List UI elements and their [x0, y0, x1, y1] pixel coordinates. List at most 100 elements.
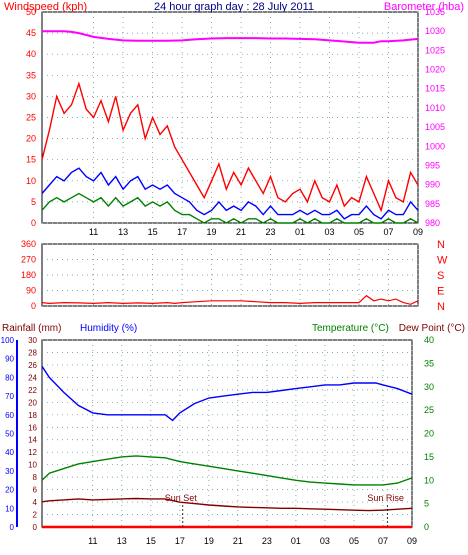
- series-line-humidity: [41, 365, 413, 422]
- compass-label: N: [437, 239, 445, 251]
- left-tick-label: 0: [31, 301, 36, 311]
- right-tick-label: 1005: [425, 122, 445, 132]
- compass-label: S: [437, 270, 444, 282]
- left-tick-label: 5: [31, 197, 36, 207]
- humidity-tick-label: 70: [5, 392, 14, 401]
- series-line-barometer: [42, 30, 419, 44]
- x-tick-label: 05: [354, 227, 364, 237]
- x-tick-label: 23: [262, 536, 272, 546]
- humidity-tick-label: 60: [5, 411, 14, 420]
- temp-tick-label: 35: [424, 358, 434, 368]
- rain-tick-label: 26: [28, 361, 37, 370]
- right-axis-label: Barometer (hba): [384, 1, 464, 13]
- right-tick-label: 1035: [425, 7, 445, 17]
- sun-set-label: Sun Set: [165, 493, 198, 503]
- right-tick-label: 1015: [425, 84, 445, 94]
- series-line-wind-direction: [41, 294, 419, 305]
- right-tick-label: 1020: [425, 65, 445, 75]
- left-tick-label: 25: [26, 113, 36, 123]
- dewpoint-axis-label: Dew Point (°C): [399, 323, 465, 334]
- humidity-tick-label: 40: [5, 448, 14, 457]
- left-tick-label: 90: [26, 286, 36, 296]
- x-tick-label: 01: [291, 536, 301, 546]
- rain-tick-label: 8: [33, 473, 38, 482]
- left-tick-label: 360: [21, 239, 36, 249]
- left-tick-label: 45: [26, 28, 36, 38]
- right-tick-label: 1025: [425, 45, 445, 55]
- x-tick-label: 11: [88, 536, 97, 546]
- x-tick-label: 11: [89, 227, 98, 237]
- compass-label: N: [437, 301, 445, 313]
- chart-title: 24 hour graph day : 28 July 2011: [154, 1, 314, 13]
- x-tick-label: 13: [117, 536, 127, 546]
- x-tick-label: 15: [148, 227, 158, 237]
- right-tick-label: 980: [425, 218, 440, 228]
- left-tick-label: 270: [21, 255, 36, 265]
- right-tick-label: 990: [425, 180, 440, 190]
- plot-frame: [41, 243, 419, 307]
- rain-tick-label: 6: [33, 486, 38, 495]
- x-tick-label: 21: [233, 536, 243, 546]
- humidity-tick-label: 80: [5, 373, 14, 382]
- left-tick-label: 30: [26, 91, 36, 101]
- rain-tick-label: 16: [28, 423, 37, 432]
- temp-tick-label: 10: [424, 475, 434, 485]
- rain-tick-label: 20: [28, 398, 37, 407]
- rain-tick-label: 24: [28, 373, 37, 382]
- rain-tick-label: 12: [28, 448, 37, 457]
- temp-tick-label: 15: [424, 452, 434, 462]
- rain-tick-label: 4: [33, 498, 38, 507]
- x-tick-label: 07: [384, 227, 394, 237]
- temp-tick-label: 5: [424, 499, 429, 509]
- left-tick-label: 40: [26, 49, 36, 59]
- left-axis-label: Windspeed (kph): [4, 1, 87, 13]
- temp-tick-label: 25: [424, 405, 434, 415]
- x-tick-label: 05: [349, 536, 359, 546]
- right-tick-label: 1000: [425, 141, 445, 151]
- left-tick-label: 180: [21, 270, 36, 280]
- humidity-tick-label: 90: [5, 355, 14, 364]
- x-tick-label: 15: [146, 536, 156, 546]
- humidity-tick-label: 50: [5, 430, 14, 439]
- rain-tick-label: 18: [28, 411, 37, 420]
- x-tick-label: 09: [413, 227, 423, 237]
- series-line-wind-gust: [41, 81, 419, 213]
- right-tick-label: 995: [425, 160, 440, 170]
- x-tick-label: 09: [407, 536, 417, 546]
- x-tick-label: 03: [325, 227, 335, 237]
- sun-rise-label: Sun Rise: [367, 493, 404, 503]
- temp-tick-label: 30: [424, 382, 434, 392]
- temp-tick-label: 20: [424, 429, 434, 439]
- rain-tick-label: 22: [28, 386, 37, 395]
- left-tick-label: 35: [26, 70, 36, 80]
- rainfall-axis-label: Rainfall (mm): [2, 323, 61, 334]
- right-tick-label: 1030: [425, 26, 445, 36]
- humidity-tick-label: 20: [5, 486, 14, 495]
- humidity-tick-label: 30: [5, 467, 14, 476]
- x-tick-label: 21: [236, 227, 246, 237]
- x-tick-label: 13: [118, 227, 128, 237]
- rain-tick-label: 30: [28, 336, 37, 345]
- rain-tick-label: 28: [28, 348, 37, 357]
- humidity-axis-label: Humidity (%): [80, 323, 137, 334]
- left-tick-label: 50: [26, 7, 36, 17]
- plot-frame: [41, 11, 419, 224]
- rain-tick-label: 14: [28, 436, 37, 445]
- x-tick-label: 01: [295, 227, 305, 237]
- x-tick-label: 17: [177, 227, 187, 237]
- right-tick-label: 985: [425, 199, 440, 209]
- rain-tick-label: 0: [33, 523, 38, 532]
- x-tick-label: 19: [204, 536, 214, 546]
- temperature-axis-label: Temperature (°C): [312, 323, 389, 334]
- temp-tick-label: 0: [424, 522, 429, 532]
- left-tick-label: 0: [31, 218, 36, 228]
- humidity-tick-label: 10: [5, 504, 14, 513]
- x-tick-label: 17: [175, 536, 185, 546]
- series-line-temperature: [41, 455, 413, 486]
- series-line-dew-point: [41, 497, 413, 512]
- compass-label: W: [437, 255, 448, 267]
- series-line-wind-speed: [41, 192, 419, 224]
- x-tick-label: 19: [207, 227, 217, 237]
